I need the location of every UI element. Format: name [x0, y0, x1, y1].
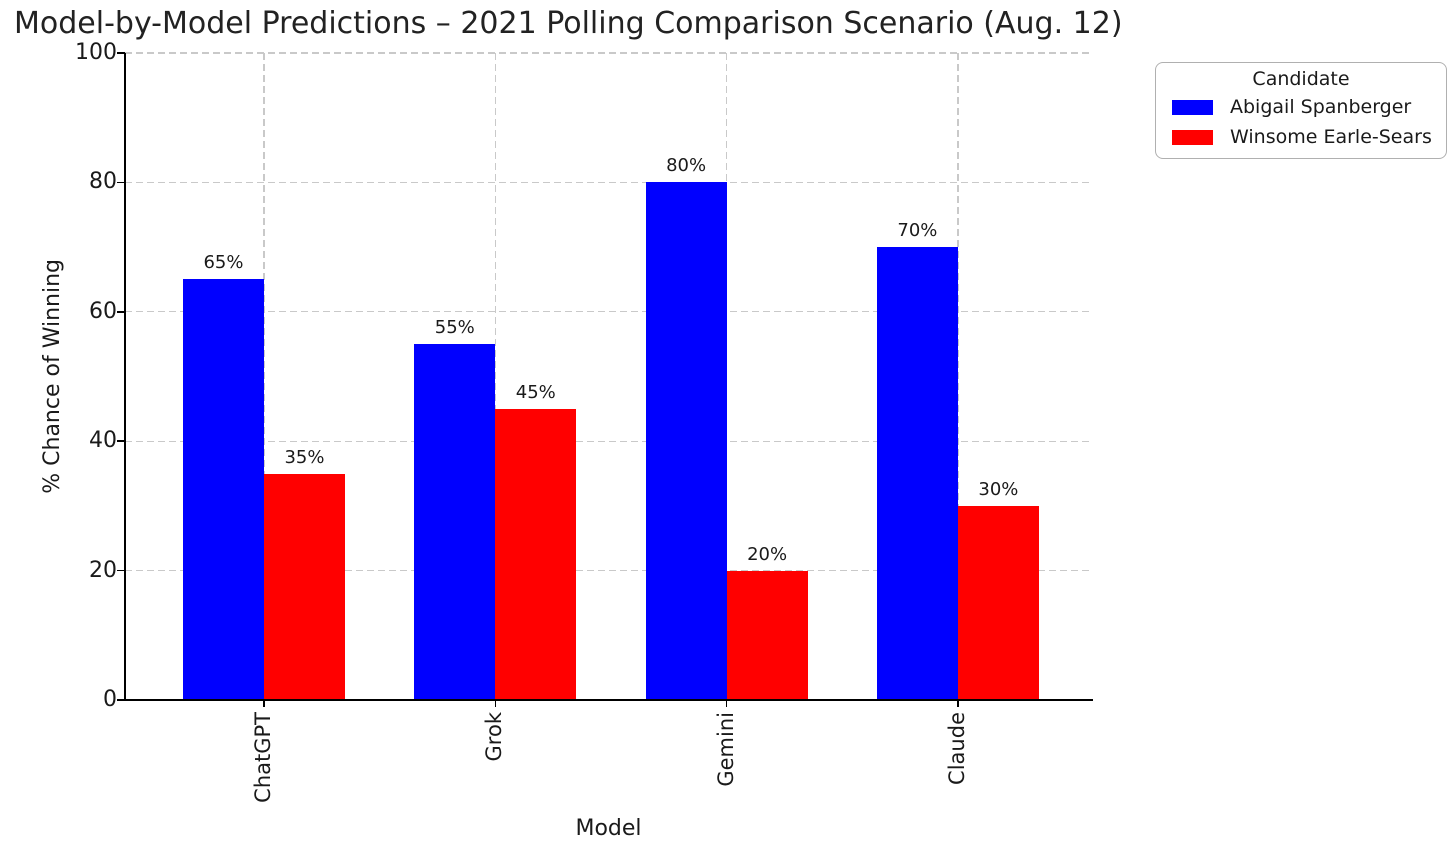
gridline-y-80: [125, 181, 1092, 184]
y-tick-label-20: 20: [89, 557, 117, 583]
x-tick-label-chatgpt: ChatGPT: [251, 712, 275, 803]
y-tick-label-40: 40: [89, 428, 117, 454]
gridline-y-20: [125, 569, 1092, 572]
bar-abigail-spanberger-chatgpt: [183, 279, 264, 700]
bar-abigail-spanberger-gemini: [645, 182, 727, 700]
bar-value-label-abigail-spanberger-claude: 70%: [897, 220, 938, 242]
bar-value-label-abigail-spanberger-grok: 55%: [434, 317, 475, 339]
bar-value-label-winsome-earle-sears-grok: 45%: [515, 381, 556, 403]
bar-value-label-winsome-earle-sears-gemini: 20%: [747, 543, 788, 565]
y-axis-spine: [123, 53, 126, 701]
y-axis-label: % Chance of Winning: [39, 259, 65, 494]
gridline-y-100: [125, 52, 1092, 54]
legend-item-label: Abigail Spanberger: [1230, 96, 1412, 118]
y-tick-label-60: 60: [89, 298, 117, 324]
legend-title: Candidate: [1252, 68, 1350, 90]
bar-value-label-abigail-spanberger-gemini: 80%: [666, 155, 707, 177]
y-tick-mark-60: [117, 311, 125, 313]
legend-item-label: Winsome Earle-Sears: [1230, 126, 1432, 148]
bar-value-label-winsome-earle-sears-claude: 30%: [978, 478, 1019, 500]
x-axis-label: Model: [575, 816, 642, 841]
bar-value-label-abigail-spanberger-chatgpt: 65%: [203, 252, 244, 274]
bar-winsome-earle-sears-claude: [957, 505, 1039, 700]
x-tick-label-claude: Claude: [944, 712, 969, 785]
x-tick-label-grok: Grok: [482, 712, 507, 762]
gridline-y-40: [125, 440, 1092, 442]
y-tick-label-100: 100: [75, 40, 117, 65]
legend-swatch-abigail-spanberger: [1172, 99, 1213, 115]
x-tick-mark-chatgpt: [263, 700, 265, 707]
bar-value-label-winsome-earle-sears-chatgpt: 35%: [284, 446, 325, 468]
x-tick-mark-gemini: [725, 700, 728, 707]
legend-item: Winsome Earle-Sears: [1165, 126, 1437, 148]
bar-winsome-earle-sears-gemini: [726, 570, 808, 700]
y-tick-mark-80: [117, 181, 125, 184]
x-axis-spine: [123, 698, 1093, 701]
x-tick-mark-grok: [494, 700, 497, 707]
y-tick-mark-100: [117, 52, 125, 54]
y-axis-label-wrap: % Chance of Winning: [36, 53, 68, 700]
legend: Candidate Abigail Spanberger Winsome Ear…: [1155, 62, 1447, 159]
bar-winsome-earle-sears-grok: [495, 408, 577, 700]
x-tick-mark-claude: [957, 700, 959, 707]
y-tick-mark-0: [117, 699, 125, 701]
gridline-y-60: [125, 311, 1092, 313]
legend-item: Abigail Spanberger: [1165, 96, 1437, 118]
bar-winsome-earle-sears-chatgpt: [264, 473, 345, 700]
chart-title: Model-by-Model Predictions – 2021 Pollin…: [14, 6, 1123, 41]
legend-swatch-winsome-earle-sears: [1172, 129, 1213, 145]
y-tick-label-0: 0: [103, 687, 117, 712]
y-tick-mark-40: [117, 440, 125, 442]
y-tick-label-80: 80: [89, 169, 117, 195]
x-tick-label-gemini: Gemini: [713, 712, 738, 787]
y-tick-mark-20: [117, 569, 125, 572]
bar-abigail-spanberger-grok: [414, 344, 496, 700]
bar-abigail-spanberger-claude: [876, 247, 958, 700]
